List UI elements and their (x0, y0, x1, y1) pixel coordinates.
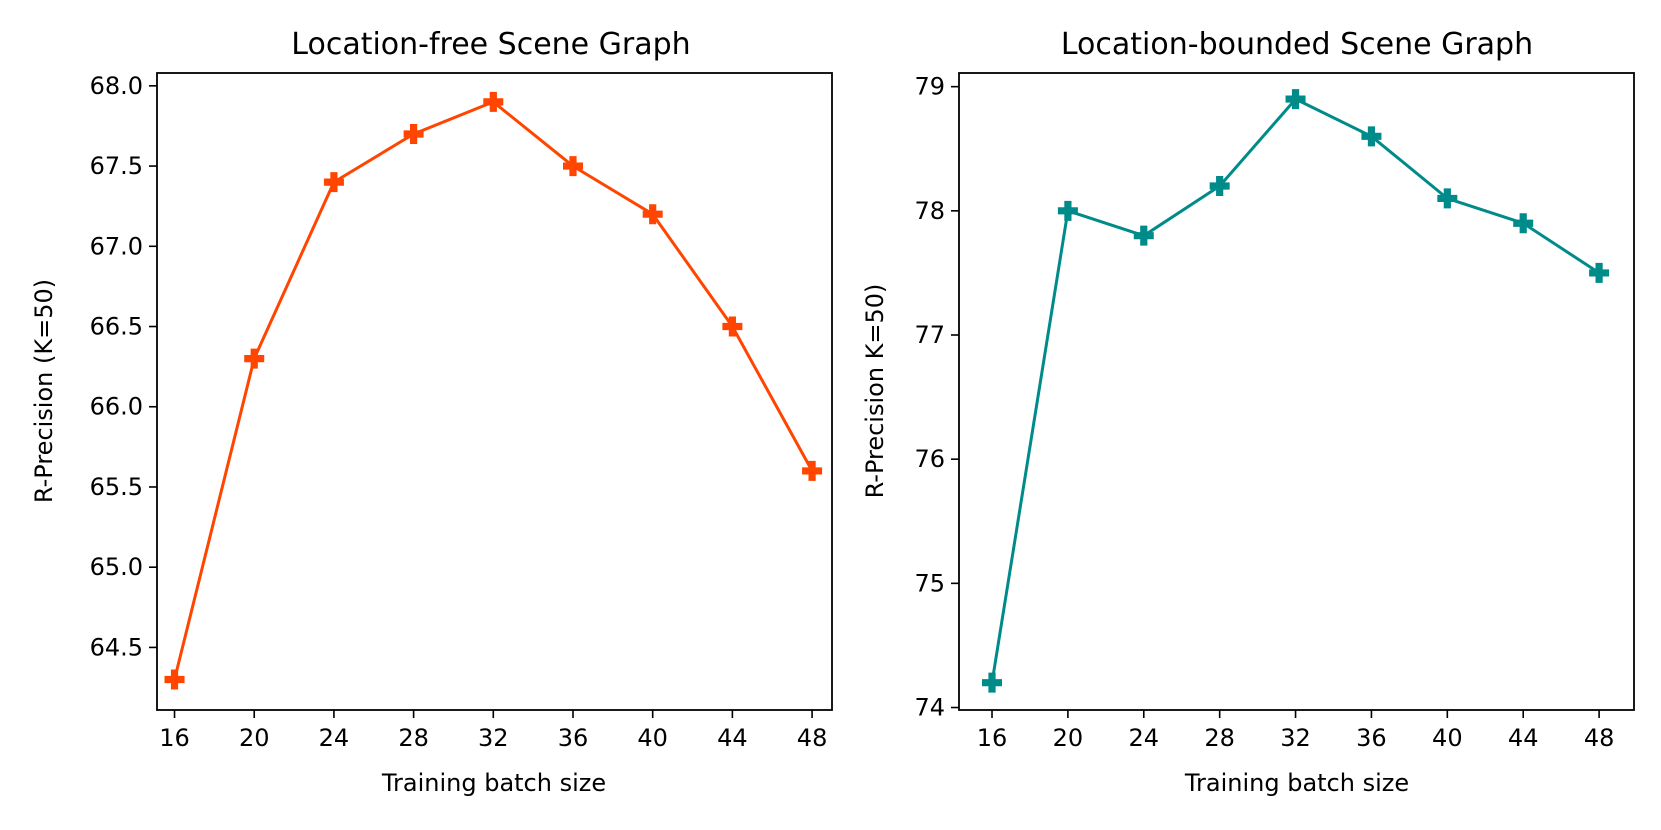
y-tick-label: 76 (914, 445, 945, 473)
y-axis-label: R-Precision (K=50) (30, 279, 58, 503)
x-tick-label: 24 (1129, 724, 1160, 752)
x-tick-label: 20 (239, 724, 270, 752)
data-point-marker (1437, 188, 1458, 209)
x-tick-label: 28 (398, 724, 429, 752)
x-tick-label: 40 (637, 724, 668, 752)
data-point-marker (483, 91, 504, 112)
series-marks (164, 91, 823, 690)
x-tick-label: 16 (977, 724, 1008, 752)
data-point-marker (982, 672, 1003, 693)
series-line (173, 100, 814, 681)
chart-location-bounded: Location-bounded Scene Graph 16 20 24 28 32 3… (861, 27, 1635, 797)
plot-area (958, 72, 1635, 711)
y-tick-label: 78 (914, 197, 945, 225)
x-axis: 16 20 24 28 32 36 40 44 48 (977, 710, 1615, 752)
x-tick-label: 36 (1356, 724, 1387, 752)
x-tick-label: 32 (478, 724, 509, 752)
y-tick-label: 65.5 (90, 473, 143, 501)
x-axis-label: Training batch size (1184, 769, 1409, 797)
y-axis-label: R-Precision K=50) (861, 284, 889, 499)
chart-title: Location-free Scene Graph (291, 27, 690, 62)
data-point-marker (244, 348, 265, 369)
x-tick-label: 16 (159, 724, 190, 752)
data-point-marker (802, 460, 823, 481)
y-tick-label: 66.5 (90, 313, 143, 341)
x-tick-label: 44 (1508, 724, 1539, 752)
y-tick-label: 74 (914, 694, 945, 722)
chart-location-free: Location-free Scene Graph 16 20 24 28 32 36 40… (30, 27, 833, 797)
y-tick-label: 67.0 (90, 232, 143, 260)
data-point-marker (1057, 200, 1078, 221)
x-tick-label: 24 (319, 724, 350, 752)
y-tick-label: 66.0 (90, 393, 143, 421)
x-tick-label: 36 (558, 724, 589, 752)
data-point-marker (1285, 89, 1306, 110)
data-point-marker (1361, 126, 1382, 147)
data-point-marker (722, 316, 743, 337)
data-point-marker (1589, 262, 1610, 283)
x-axis-label: Training batch size (381, 769, 606, 797)
y-axis: 74 75 76 77 78 79 (914, 73, 959, 722)
y-tick-label: 64.5 (90, 633, 143, 661)
x-tick-label: 20 (1053, 724, 1084, 752)
y-tick-label: 65.0 (90, 553, 143, 581)
data-point-marker (642, 204, 663, 225)
data-point-marker (323, 172, 344, 193)
plot-area (156, 72, 833, 711)
y-tick-label: 67.5 (90, 152, 143, 180)
data-point-marker (562, 156, 583, 177)
data-point-marker (403, 123, 424, 144)
y-axis: 64.5 65.0 65.5 66.0 66.5 67.0 67.5 68.0 (90, 72, 157, 661)
x-tick-label: 28 (1204, 724, 1235, 752)
x-tick-label: 48 (1584, 724, 1615, 752)
data-point-marker (164, 669, 185, 690)
series-marks (982, 89, 1610, 693)
x-axis: 16 20 24 28 32 36 40 44 48 (159, 710, 827, 752)
data-point-marker (1513, 213, 1534, 234)
x-tick-label: 48 (797, 724, 828, 752)
x-tick-label: 32 (1280, 724, 1311, 752)
y-tick-label: 68.0 (90, 72, 143, 100)
y-tick-label: 75 (914, 569, 945, 597)
x-tick-label: 44 (717, 724, 748, 752)
y-tick-label: 77 (914, 321, 945, 349)
data-point-marker (1133, 225, 1154, 246)
x-tick-label: 40 (1432, 724, 1463, 752)
y-tick-label: 79 (914, 73, 945, 101)
series-line (990, 97, 1601, 685)
data-point-marker (1209, 175, 1230, 196)
chart-title: Location-bounded Scene Graph (1061, 27, 1533, 62)
